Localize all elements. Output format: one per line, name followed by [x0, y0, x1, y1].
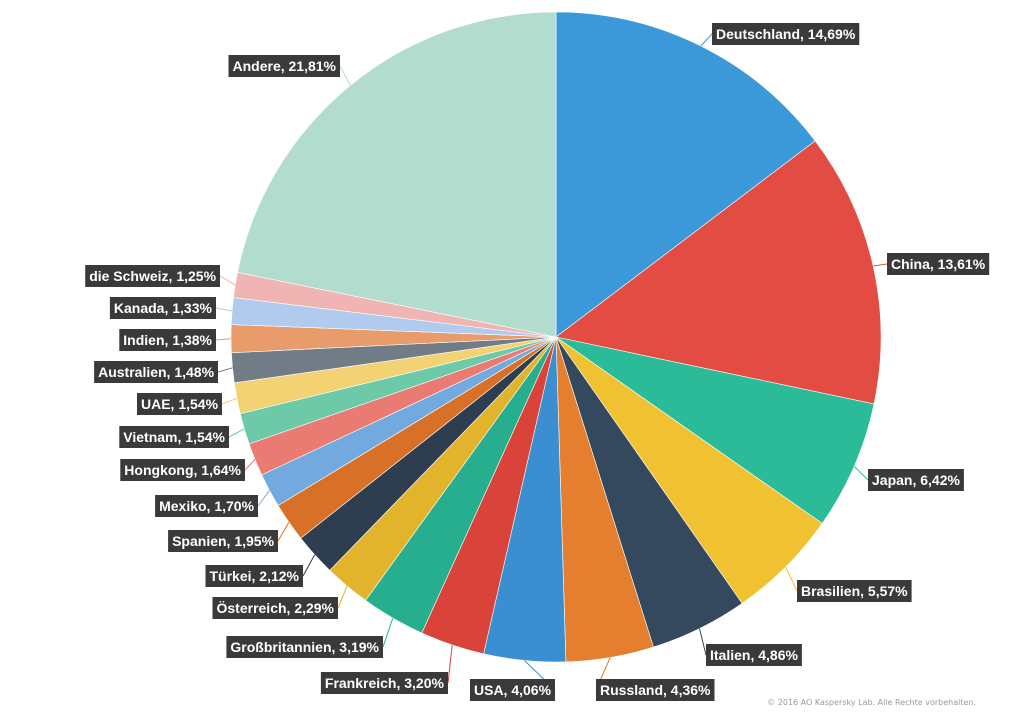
leader-line — [785, 566, 798, 592]
slice-label-box — [119, 329, 216, 351]
slice-label-text: Australien, 1,48% — [98, 364, 214, 380]
slice-label: Mexiko, 1,70% — [155, 495, 258, 517]
slice-label-box — [228, 55, 340, 77]
slice-label-text: Großbritannien, 3,19% — [230, 639, 379, 655]
slice-label-box — [85, 265, 220, 287]
slice-label-box — [109, 297, 216, 319]
leader-line — [228, 428, 245, 438]
slice-label-text: Italien, 4,86% — [710, 647, 798, 663]
pie-slice-china — [555, 140, 882, 405]
slice-label-text: Brasilien, 5,57% — [801, 583, 908, 599]
slice-label: Indien, 1,38% — [119, 329, 216, 351]
pie-slices — [230, 11, 882, 663]
slice-label-text: Türkei, 2,12% — [210, 568, 300, 584]
slice-label-box — [868, 469, 964, 491]
slice-label: Frankreich, 3,20% — [320, 672, 448, 694]
slice-label-box — [205, 565, 303, 587]
leader-line — [873, 263, 888, 267]
leader-line — [257, 490, 270, 507]
leader-line — [244, 459, 256, 471]
slice-label-box — [212, 597, 338, 619]
slice-label: Türkei, 2,12% — [205, 565, 303, 587]
slice-label: China, 13,61% — [887, 253, 990, 275]
leader-line — [215, 307, 233, 312]
slice-label: die Schweiz, 1,25% — [85, 265, 220, 287]
slice-label-box — [706, 644, 802, 666]
slice-label-text: Andere, 21,81% — [233, 58, 337, 74]
slice-label: UAE, 1,54% — [137, 393, 222, 415]
slice-label-box — [797, 580, 912, 602]
leader-line — [447, 644, 453, 684]
slice-label: Österreich, 2,29% — [212, 597, 338, 619]
slice-label: Russland, 4,36% — [596, 679, 715, 701]
leader-line — [339, 65, 351, 86]
slice-label-box — [120, 459, 245, 481]
slice-label-box — [94, 361, 218, 383]
slice-label-box — [155, 495, 258, 517]
slice-label-text: Vietnam, 1,54% — [123, 429, 225, 445]
leader-line — [853, 465, 869, 481]
slice-label: Australien, 1,48% — [94, 361, 218, 383]
leader-line — [302, 554, 316, 577]
leader-line — [700, 33, 713, 47]
slice-label-text: Russland, 4,36% — [600, 682, 711, 698]
slice-label: USA, 4,06% — [470, 679, 555, 701]
slice-label-text: Frankreich, 3,20% — [325, 675, 445, 691]
leader-line — [277, 521, 290, 542]
leader-line — [221, 397, 237, 405]
pie-slice-japan — [555, 336, 875, 524]
slice-label-box — [596, 679, 715, 701]
slice-label-text: Kanada, 1,33% — [114, 300, 213, 316]
slice-label-box — [887, 253, 990, 275]
slice-label: Brasilien, 5,57% — [797, 580, 912, 602]
slice-label: Japan, 6,42% — [868, 469, 964, 491]
slice-label: Deutschland, 14,69% — [712, 23, 860, 45]
leader-line — [217, 367, 233, 373]
leader-line — [215, 338, 232, 341]
slice-label-box — [137, 393, 222, 415]
slice-label-text: Indien, 1,38% — [123, 332, 212, 348]
slice-label-text: Japan, 6,42% — [872, 472, 960, 488]
slice-label-box — [226, 636, 383, 658]
slice-label-text: China, 13,61% — [891, 256, 986, 272]
leader-line — [699, 628, 707, 656]
leader-line — [382, 617, 394, 648]
slice-label: Vietnam, 1,54% — [119, 426, 229, 448]
leader-line — [337, 585, 348, 609]
leader-lines — [215, 33, 888, 691]
slice-label: Italien, 4,86% — [706, 644, 802, 666]
slice-label-text: Mexiko, 1,70% — [159, 498, 254, 514]
slice-label: Hongkong, 1,64% — [120, 459, 245, 481]
slice-label-box — [320, 672, 448, 694]
slice-labels: Deutschland, 14,69% China, 13,61% Japan, 6… — [85, 23, 990, 701]
slice-label: Andere, 21,81% — [228, 55, 340, 77]
slice-label-text: Deutschland, 14,69% — [716, 26, 856, 42]
slice-label-box — [119, 426, 229, 448]
slice-label-box — [470, 679, 555, 701]
slice-label-box — [168, 530, 278, 552]
slice-label-text: Spanien, 1,95% — [172, 533, 274, 549]
slice-label-text: Hongkong, 1,64% — [124, 462, 241, 478]
copyright-notice: © 2016 AO Kaspersky Lab. Alle Rechte vor… — [767, 698, 976, 707]
leader-line — [219, 275, 236, 286]
slice-label-text: USA, 4,06% — [474, 682, 552, 698]
slice-label: Großbritannien, 3,19% — [226, 636, 383, 658]
slice-label: Kanada, 1,33% — [109, 297, 216, 319]
slice-label-text: Österreich, 2,29% — [217, 600, 335, 616]
slice-label-text: UAE, 1,54% — [141, 396, 219, 412]
slice-label: Spanien, 1,95% — [168, 530, 278, 552]
slice-label-text: die Schweiz, 1,25% — [89, 268, 216, 284]
slice-label-box — [712, 23, 860, 45]
